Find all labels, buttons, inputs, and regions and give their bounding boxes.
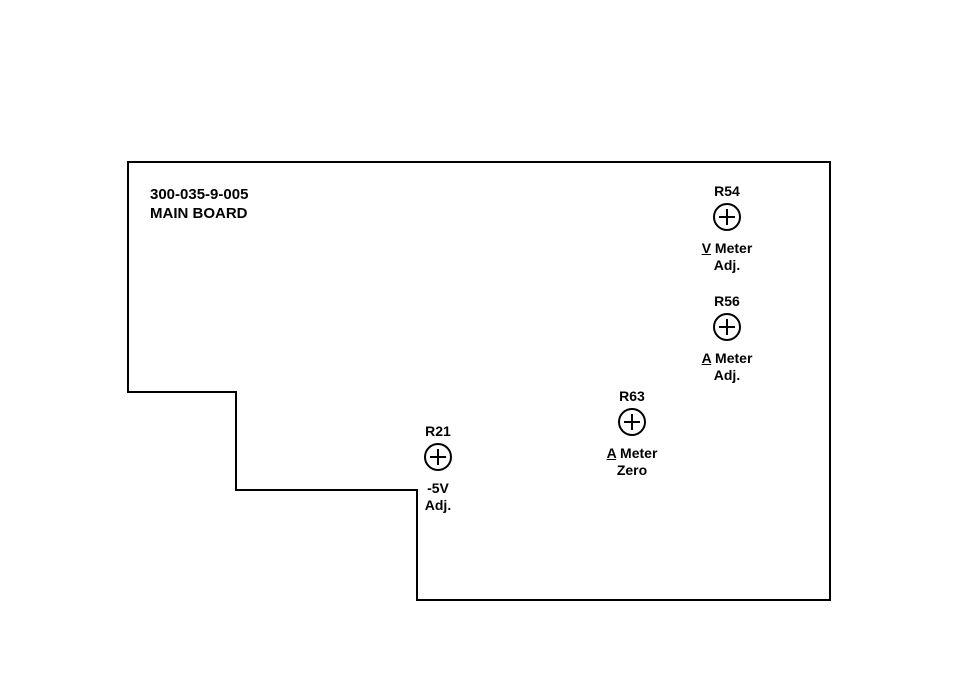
diagram-canvas: 300-035-9-005 MAIN BOARD R21-5VAdj.R63A …: [0, 0, 954, 673]
pot-desc-line1: A Meter: [587, 445, 677, 462]
board-name: MAIN BOARD: [150, 205, 248, 224]
pot-desc-line1: A Meter: [682, 350, 772, 367]
pot-desc-line2: Zero: [587, 462, 677, 479]
pot-ref-label: R54: [682, 183, 772, 199]
adjustment-screw-icon: [713, 313, 741, 341]
pot-desc-line2: Adj.: [682, 257, 772, 274]
pot-desc-label: -5VAdj.: [393, 480, 483, 514]
adjustment-screw-icon: [713, 203, 741, 231]
potentiometer-r63: R63 A MeterZero: [587, 388, 677, 479]
underlined-letter: V: [702, 240, 711, 256]
pot-desc-line2: Adj.: [682, 367, 772, 384]
pot-ref-label: R56: [682, 293, 772, 309]
board-part-number: 300-035-9-005: [150, 186, 248, 205]
pot-ref-label: R21: [393, 423, 483, 439]
pot-desc-line2: Adj.: [393, 497, 483, 514]
pot-desc-line1: -5V: [393, 480, 483, 497]
potentiometer-r54: R54 V MeterAdj.: [682, 183, 772, 274]
adjustment-screw-icon: [424, 443, 452, 471]
board-outline: [0, 0, 954, 673]
potentiometer-r21: R21 -5VAdj.: [393, 423, 483, 514]
pot-ref-label: R63: [587, 388, 677, 404]
pot-desc-line1: V Meter: [682, 240, 772, 257]
underlined-letter: A: [702, 350, 712, 366]
pot-desc-label: A MeterZero: [587, 445, 677, 479]
adjustment-screw-icon: [618, 408, 646, 436]
potentiometer-r56: R56 A MeterAdj.: [682, 293, 772, 384]
board-label: 300-035-9-005 MAIN BOARD: [150, 186, 248, 224]
pot-desc-label: V MeterAdj.: [682, 240, 772, 274]
pot-desc-label: A MeterAdj.: [682, 350, 772, 384]
underlined-letter: A: [607, 445, 617, 461]
